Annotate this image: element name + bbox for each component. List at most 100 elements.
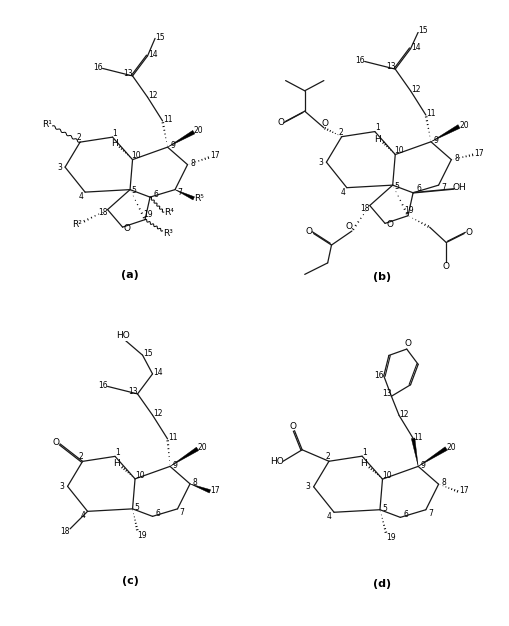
Text: 10: 10 [382,471,391,480]
Text: O: O [345,222,352,231]
Text: O: O [385,220,392,229]
Text: H: H [113,459,120,468]
Text: H: H [374,135,381,144]
Polygon shape [412,189,453,193]
Text: 11: 11 [162,115,172,124]
Text: 18: 18 [60,527,70,536]
Text: 4: 4 [79,192,83,201]
Text: 12: 12 [399,409,408,419]
Text: 2: 2 [79,453,83,461]
Text: 16: 16 [98,381,107,389]
Text: O: O [305,227,312,235]
Text: O: O [123,224,130,233]
Text: 13: 13 [123,69,133,78]
Text: 13: 13 [381,389,391,398]
Polygon shape [190,484,210,493]
Text: (b): (b) [373,272,391,282]
Text: 17: 17 [459,486,468,495]
Text: 15: 15 [143,349,152,359]
Text: 8: 8 [190,159,194,168]
Text: 20: 20 [446,443,455,452]
Text: 15: 15 [418,26,427,35]
Text: 9: 9 [170,141,175,150]
Text: 13: 13 [385,62,394,71]
Text: 1: 1 [115,448,120,457]
Text: 20: 20 [193,126,203,135]
Polygon shape [411,438,417,466]
Polygon shape [417,447,446,466]
Text: 9: 9 [420,461,425,470]
Text: 16: 16 [93,63,102,71]
Text: 3: 3 [318,158,323,167]
Text: R¹: R¹ [42,120,52,129]
Text: 8: 8 [440,478,445,488]
Text: 11: 11 [167,433,177,442]
Text: 2: 2 [337,128,342,136]
Text: 3: 3 [60,482,64,491]
Text: O: O [464,228,471,237]
Text: R⁵: R⁵ [194,194,204,203]
Text: 20: 20 [459,121,468,130]
Text: 5: 5 [131,187,136,195]
Text: 6: 6 [153,190,158,199]
Text: 9: 9 [172,461,177,470]
Text: 12: 12 [153,409,162,418]
Text: 18: 18 [98,208,107,217]
Text: 7: 7 [427,509,432,518]
Text: R²: R² [72,220,82,229]
Text: 8: 8 [453,154,458,163]
Text: O: O [404,339,411,349]
Text: 1: 1 [374,123,379,132]
Text: 5: 5 [134,503,139,512]
Polygon shape [430,125,459,141]
Text: H: H [111,139,118,148]
Text: 2: 2 [76,133,81,142]
Text: 9: 9 [433,136,438,145]
Text: 17: 17 [210,151,219,160]
Text: 7: 7 [440,183,445,192]
Text: 14: 14 [148,50,157,59]
Text: 15: 15 [155,33,164,42]
Text: O: O [442,262,449,270]
Text: R³: R³ [163,229,173,238]
Text: 10: 10 [134,471,144,480]
Text: H: H [360,459,366,468]
Text: 16: 16 [354,56,363,64]
Polygon shape [175,190,194,200]
Text: 14: 14 [410,43,419,52]
Text: (c): (c) [121,577,138,587]
Text: HO: HO [116,331,129,340]
Text: 11: 11 [426,109,435,118]
Text: 4: 4 [326,511,331,521]
Text: 4: 4 [340,188,345,197]
Text: 3: 3 [57,163,62,172]
Polygon shape [167,130,194,147]
Text: O: O [277,118,284,127]
Text: 19: 19 [137,531,147,540]
Text: 5: 5 [393,182,398,191]
Text: 14: 14 [152,368,162,377]
Text: 19: 19 [143,210,152,219]
Text: 5: 5 [381,504,386,513]
Text: 20: 20 [197,443,207,452]
Text: O: O [52,438,59,447]
Text: 4: 4 [80,511,86,520]
Text: O: O [289,421,296,431]
Text: 10: 10 [131,151,141,160]
Text: 18: 18 [359,203,369,213]
Text: R⁴: R⁴ [164,208,174,217]
Text: 2: 2 [325,452,329,461]
Text: 11: 11 [413,433,422,441]
Text: (d): (d) [373,578,391,588]
Text: 6: 6 [415,185,420,193]
Text: 1: 1 [361,448,366,457]
Text: 17: 17 [474,149,483,158]
Text: 6: 6 [403,510,408,520]
Text: O: O [321,119,328,128]
Text: HO: HO [270,457,284,466]
Text: 6: 6 [155,510,160,518]
Text: 7: 7 [177,188,182,197]
Text: 19: 19 [385,533,395,542]
Text: 7: 7 [179,508,184,517]
Text: 12: 12 [410,85,419,94]
